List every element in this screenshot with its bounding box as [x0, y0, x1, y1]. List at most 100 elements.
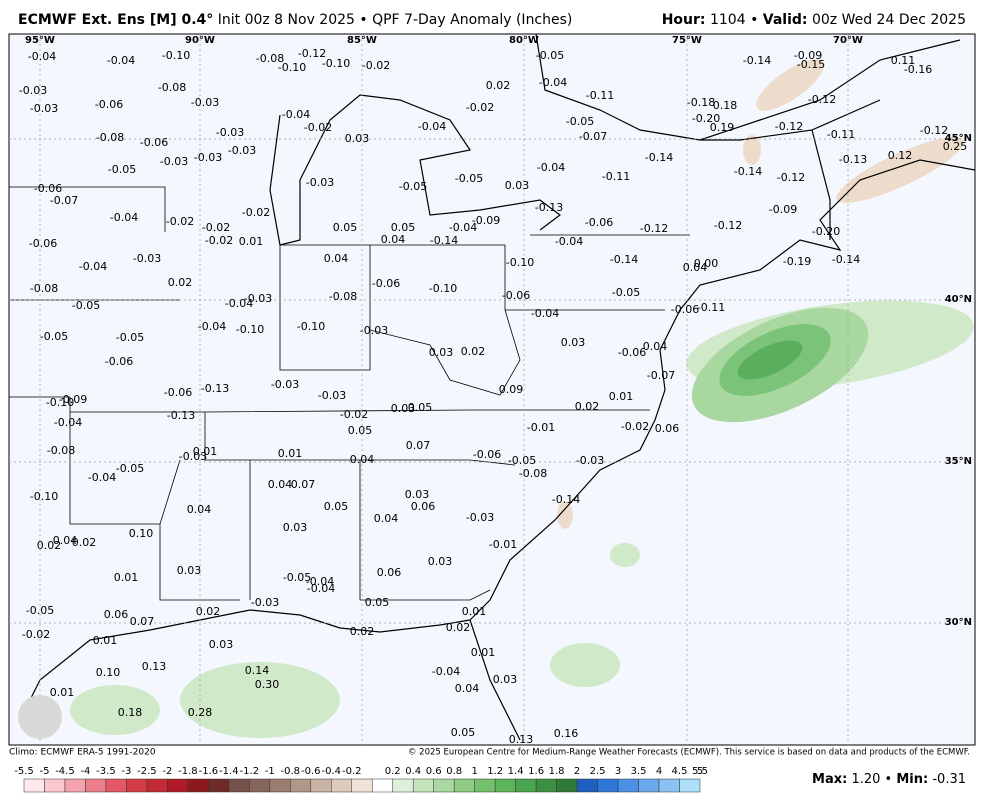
- colorbar-swatch: [290, 778, 312, 793]
- hour-value: 1104 •: [710, 12, 758, 28]
- value-label: -0.04: [110, 211, 138, 224]
- value-label: 0.06: [104, 608, 129, 621]
- value-label: -0.08: [329, 290, 357, 303]
- colorbar-swatch: [494, 778, 516, 793]
- tan-area: [836, 137, 964, 203]
- colorbar: -5.5 -5 -4.5 -4 -3.5 -3 -2.5 -2 -1.8 -1.6 -1.4 -1.2…: [14, 766, 708, 793]
- colorbar-label: 1.2: [487, 766, 503, 777]
- hour-label: Hour:: [662, 12, 706, 28]
- value-label: -0.09: [769, 203, 797, 216]
- value-label: 0.05: [408, 401, 433, 414]
- lat-label: 30°N: [945, 617, 972, 628]
- value-label: 0.03: [505, 179, 530, 192]
- value-label: -0.04: [449, 221, 477, 234]
- value-label: 0.07: [130, 615, 155, 628]
- value-label: -0.08: [47, 444, 75, 457]
- value-label: 0.06: [377, 566, 402, 579]
- climo-note: Climo: ECMWF ERA-5 1991-2020: [9, 748, 156, 758]
- value-label: -0.11: [697, 301, 725, 314]
- colorbar-label: -3: [121, 766, 131, 777]
- value-label: -0.04: [555, 235, 583, 248]
- colorbar-swatch: [351, 778, 373, 793]
- value-label: -0.04: [418, 120, 446, 133]
- value-label: -0.11: [586, 89, 614, 102]
- min-value: -0.31: [932, 772, 966, 787]
- value-label: -0.03: [306, 176, 334, 189]
- value-label: -0.11: [602, 170, 630, 183]
- value-label: -0.05: [108, 163, 136, 176]
- value-label: -0.04: [79, 260, 107, 273]
- value-label: -0.12: [714, 219, 742, 232]
- great-lakes: [269, 94, 561, 246]
- colorbar-swatch: [208, 778, 230, 793]
- value-label: -0.05: [508, 454, 536, 467]
- value-label: 0.03: [429, 346, 454, 359]
- value-label: 0.06: [411, 500, 436, 513]
- colorbar-label: -0.6: [301, 766, 321, 777]
- value-label: -0.10: [278, 61, 306, 74]
- value-label: -0.07: [579, 130, 607, 143]
- value-label: -0.04: [225, 297, 253, 310]
- value-label: 0.04: [643, 340, 668, 353]
- value-label: -0.03: [360, 324, 388, 337]
- colorbar-swatch: [228, 778, 250, 793]
- value-label: -0.03: [30, 102, 58, 115]
- value-label: 0.02: [196, 605, 221, 618]
- value-label: -0.05: [283, 571, 311, 584]
- value-label: -0.04: [282, 108, 310, 121]
- value-label: 0.07: [406, 439, 431, 452]
- coastline: [19, 33, 976, 741]
- value-label: -0.03: [194, 151, 222, 164]
- value-label: 0.19: [710, 121, 735, 134]
- colorbar-label: 2.5: [590, 766, 606, 777]
- colorbar-swatch: [331, 778, 353, 793]
- value-label: -0.04: [307, 582, 335, 595]
- lon-label: 90°W: [185, 35, 215, 46]
- colorbar-label: 3: [615, 766, 621, 777]
- value-label: -0.02: [466, 101, 494, 114]
- value-label: -0.01: [489, 538, 517, 551]
- value-label: 0.13: [142, 660, 167, 673]
- colorbar-label: -2: [162, 766, 172, 777]
- colorbar-swatch: [617, 778, 639, 793]
- value-label: 0.16: [554, 727, 579, 740]
- value-label: 0.04: [374, 512, 399, 525]
- value-label: -0.05: [399, 180, 427, 193]
- value-label: 0.28: [188, 706, 213, 719]
- title-bold: ECMWF Ext. Ens [M] 0.4°: [18, 12, 213, 28]
- value-label: 0.01: [239, 235, 264, 248]
- value-label: -0.03: [466, 511, 494, 524]
- value-label: -0.11: [827, 128, 855, 141]
- colorbar-label: 5: [697, 766, 703, 777]
- colorbar-label: -1.6: [199, 766, 219, 777]
- value-label: -0.08: [256, 52, 284, 65]
- value-label: -0.03: [160, 155, 188, 168]
- value-label: -0.08: [96, 131, 124, 144]
- green-area: [610, 543, 640, 567]
- value-label: -0.15: [797, 58, 825, 71]
- value-label: -0.10: [506, 256, 534, 269]
- value-label: -0.13: [167, 409, 195, 422]
- colorbar-swatch: [597, 778, 619, 793]
- value-label: -0.05: [116, 462, 144, 475]
- valid-info: Hour: 1104 • Valid: 00z Wed 24 Dec 2025: [662, 12, 966, 28]
- value-label: -0.03: [133, 252, 161, 265]
- colorbar-swatch: [105, 778, 127, 793]
- colorbar-swatch: [453, 778, 475, 793]
- colorbar-swatch: [412, 778, 434, 793]
- colorbar-swatch: [392, 778, 414, 793]
- colorbar-label: -1.2: [240, 766, 260, 777]
- value-label: 0.02: [575, 400, 600, 413]
- max-min: Max: 1.20 • Min: -0.31: [812, 772, 966, 787]
- colorbar-swatch: [249, 778, 271, 793]
- value-label: -0.06: [140, 136, 168, 149]
- value-label: 0.05: [365, 596, 390, 609]
- value-label: -0.16: [904, 63, 932, 76]
- value-label: 0.04: [455, 682, 480, 695]
- value-label: -0.02: [362, 59, 390, 72]
- lat-label: 40°N: [945, 294, 972, 305]
- value-label: 0.04: [381, 233, 406, 246]
- value-label: 0.04: [53, 534, 78, 547]
- value-label: -0.10: [162, 49, 190, 62]
